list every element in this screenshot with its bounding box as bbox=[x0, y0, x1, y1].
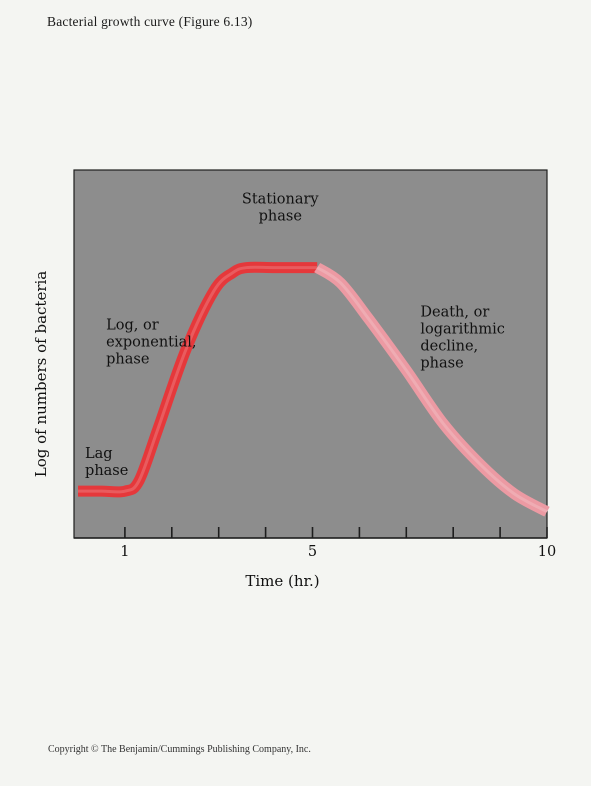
phase-annotation: Lag phase bbox=[85, 446, 128, 479]
y-axis-label: Log of numbers of bacteria bbox=[32, 271, 50, 478]
phase-annotation-line: Stationary bbox=[242, 191, 320, 207]
phase-annotation-line: phase bbox=[259, 208, 302, 224]
phase-annotation-line: phase bbox=[85, 463, 128, 479]
phase-annotation-line: phase bbox=[106, 351, 149, 367]
x-axis-ticks bbox=[124, 527, 548, 538]
phase-annotation: Stationary phase bbox=[242, 191, 320, 224]
phase-annotation: Log, or exponential, phase bbox=[106, 317, 196, 367]
phase-annotation-line: decline, bbox=[420, 338, 478, 354]
growth-curve-line bbox=[78, 261, 318, 498]
x-tick-label: 1 bbox=[120, 544, 129, 560]
phase-annotation-line: Log, or bbox=[106, 317, 159, 333]
x-tick-label: 10 bbox=[538, 544, 556, 560]
curve-highlight bbox=[316, 266, 548, 514]
death-curve-line bbox=[314, 262, 550, 517]
copyright-notice: Copyright © The Benjamin/Cummings Publis… bbox=[48, 744, 311, 755]
x-axis-label: Time (hr.) bbox=[245, 572, 319, 590]
curve-layer bbox=[78, 261, 550, 517]
phase-annotation-line: Death, or bbox=[420, 304, 489, 320]
phase-annotation-line: exponential, bbox=[106, 334, 196, 350]
x-axis-tick-labels: 1 5 10 bbox=[120, 544, 556, 560]
page-title: Bacterial growth curve (Figure 6.13) bbox=[47, 14, 253, 29]
plot-area bbox=[73, 169, 548, 539]
x-tick-label: 5 bbox=[308, 544, 317, 560]
curve-highlight bbox=[78, 265, 318, 494]
phase-annotation-line: logarithmic bbox=[420, 321, 505, 337]
phase-annotation: Death, or logarithmic decline, phase bbox=[420, 304, 505, 371]
phase-annotation-line: phase bbox=[420, 355, 463, 371]
phase-annotation-line: Lag bbox=[85, 446, 113, 462]
